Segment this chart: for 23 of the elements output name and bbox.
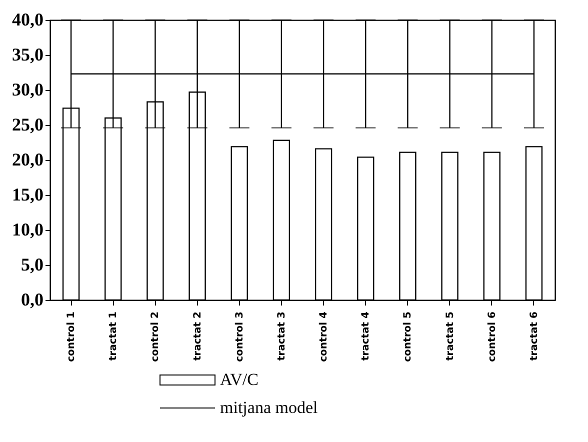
x-tick-label: control 1 [66,311,78,362]
x-tick-label: control 2 [150,311,162,362]
y-tick-label: 5,0 [21,254,44,274]
legend-label: mitjana model [220,398,318,417]
x-tick-label: tractat 6 [528,311,540,361]
legend-label: AV/C [220,370,258,389]
x-tick-label: tractat 5 [444,311,456,361]
y-tick-label: 15,0 [12,184,44,204]
x-tick-label: control 4 [318,311,330,362]
y-tick-label: 35,0 [12,44,44,64]
y-tick-label: 30,0 [12,80,44,100]
y-tick-label: 25,0 [12,114,44,134]
x-tick-label: tractat 4 [360,311,372,361]
y-tick-label: 10,0 [12,220,44,240]
y-tick-label: 40,0 [12,10,44,30]
y-tick-label: 20,0 [12,150,44,170]
x-tick-label: control 5 [402,311,414,362]
x-tick-label: tractat 1 [108,311,120,361]
x-tick-label: control 3 [234,311,246,362]
x-tick-label: tractat 3 [276,311,288,361]
x-tick-label: tractat 2 [192,311,204,361]
x-tick-label: control 6 [486,311,498,362]
y-tick-label: 0,0 [21,290,44,310]
